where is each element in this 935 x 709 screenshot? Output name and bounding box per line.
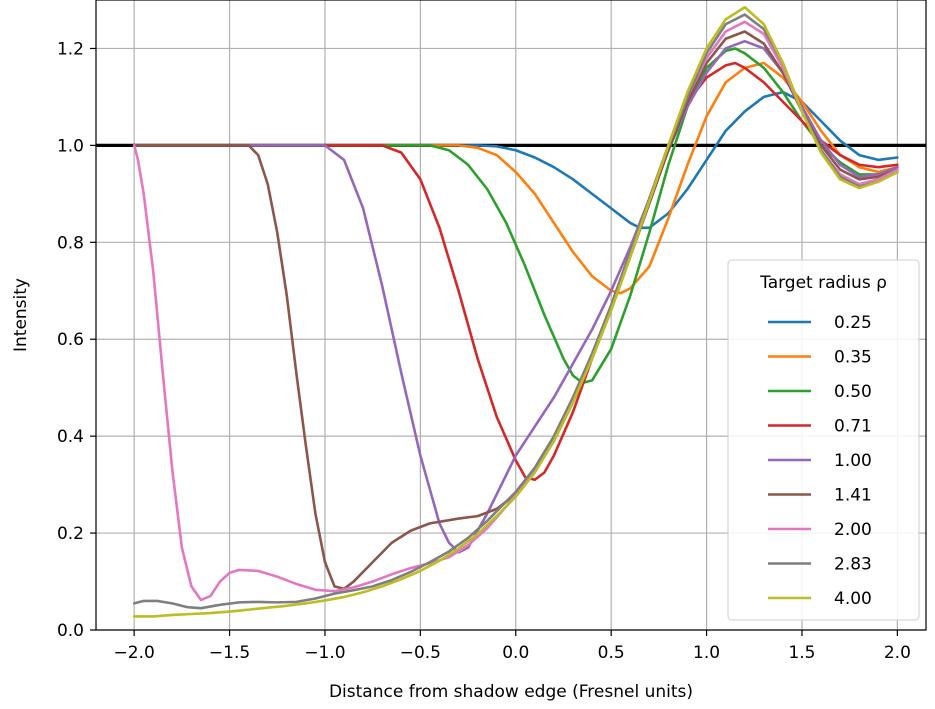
x-tick-label: −0.5 (400, 643, 441, 663)
x-tick-label: −1.5 (209, 643, 250, 663)
legend-label: 0.71 (834, 417, 872, 437)
series-line (132, 90, 899, 230)
legend-title: Target radius ρ (759, 273, 887, 293)
series-line (132, 20, 899, 602)
legend-label: 1.41 (834, 486, 872, 506)
x-axis-label: Distance from shadow edge (Fresnel units… (329, 682, 693, 702)
y-tick-label: 1.2 (57, 39, 84, 59)
legend: Target radius ρ 0.25 0.35 0.50 0.71 1.00 1.41… (727, 259, 920, 621)
x-tick-label: −1.0 (304, 643, 345, 663)
legend-label: 0.50 (834, 382, 872, 402)
series-line (132, 61, 899, 295)
plot-frame (95, 0, 927, 631)
legend-label: 1.00 (834, 451, 872, 471)
x-tick-label: 0.0 (502, 643, 529, 663)
y-axis-ticks: 0.0 0.2 0.4 0.6 0.8 1.0 1.2 (57, 39, 96, 641)
x-tick-label: −2.0 (114, 643, 155, 663)
legend-label: 2.83 (834, 555, 872, 575)
legend-items: 0.25 0.35 0.50 0.71 1.00 1.41 2.00 2.83 4.00 (768, 313, 872, 609)
y-axis-label: Intensity (11, 278, 31, 352)
x-tick-label: 1.5 (788, 643, 815, 663)
x-tick-label: 2.0 (884, 643, 911, 663)
series-line (132, 13, 899, 610)
y-tick-label: 0.6 (57, 330, 84, 350)
legend-label: 0.35 (834, 348, 872, 368)
legend-label: 2.00 (834, 520, 872, 540)
y-tick-label: 0.2 (57, 524, 84, 544)
y-tick-label: 1.0 (57, 136, 84, 156)
legend-box (727, 259, 920, 621)
y-tick-label: 0.0 (57, 621, 84, 641)
x-tick-label: 1.0 (693, 643, 720, 663)
series-layer (132, 5, 899, 618)
y-tick-label: 0.8 (57, 233, 84, 253)
y-tick-label: 0.4 (57, 427, 84, 447)
x-tick-label: 0.5 (598, 643, 625, 663)
legend-label: 0.25 (834, 313, 872, 333)
x-axis-ticks: −2.0 −1.5 −1.0 −0.5 0.0 0.5 1.0 1.5 2.0 (114, 630, 911, 663)
series-line (132, 5, 899, 618)
legend-label: 4.00 (834, 589, 872, 609)
